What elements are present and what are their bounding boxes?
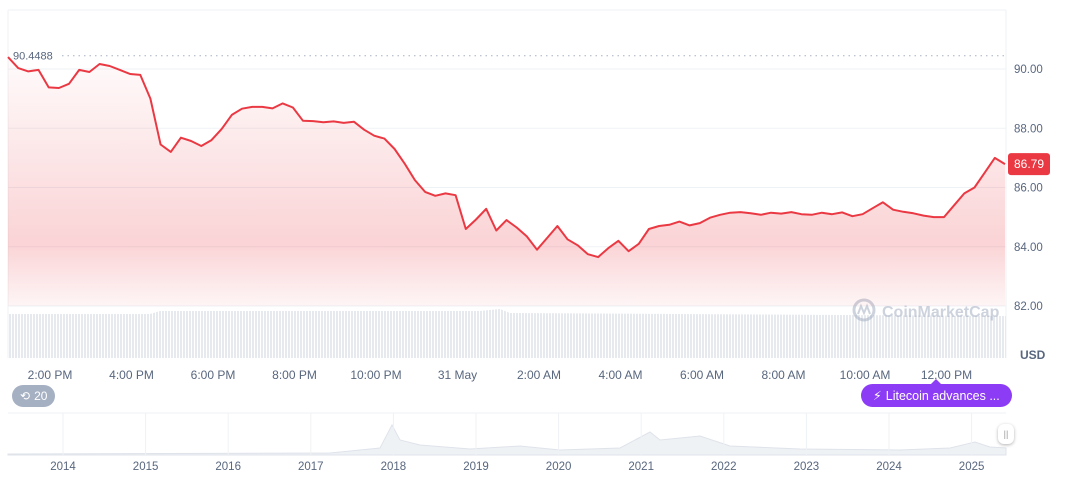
current-price-label: 86.79: [1014, 157, 1044, 171]
price-line: [7, 56, 1006, 259]
y-tick-label: 90.00: [1014, 64, 1043, 76]
navigator-handle[interactable]: ||: [998, 424, 1014, 444]
x-tick-label: 6:00 AM: [680, 368, 724, 382]
y-unit-label: USD: [1020, 348, 1046, 362]
navigator-year-label: 2016: [215, 461, 241, 473]
y-tick-label: 86.00: [1014, 183, 1043, 195]
x-tick-label: 8:00 PM: [272, 368, 317, 382]
navigator[interactable]: 2014 2015 2016 2017 2018 2019 2020 2021 2022 2023…: [7, 412, 1007, 473]
navigator-area: [7, 423, 1007, 456]
x-tick-label: 2:00 PM: [28, 368, 73, 382]
navigator-year-label: 2020: [546, 461, 572, 473]
history-icon: ⟲: [20, 389, 31, 403]
lightning-icon: ⚡︎: [873, 389, 882, 403]
navigator-year-label: 2019: [463, 461, 489, 473]
news-pill-label: Litecoin advances ...: [885, 388, 1000, 403]
x-tick-label: 10:00 AM: [840, 368, 891, 382]
current-price-tag: 86.79: [1008, 153, 1050, 176]
history-button[interactable]: ⟲ 20: [12, 385, 56, 407]
navigator-year-label: 2021: [628, 461, 654, 473]
x-tick-label: 31 May: [438, 368, 477, 382]
navigator-year-label: 2018: [381, 461, 407, 473]
navigator-year-label: 2014: [50, 461, 76, 473]
x-tick-label: 8:00 AM: [761, 368, 805, 382]
volume-bars: [8, 309, 1006, 358]
coinmarketcap-watermark: CoinMarketCap: [852, 298, 1000, 322]
navigator-year-label: 2023: [794, 461, 820, 473]
news-pill[interactable]: ⚡︎ Litecoin advances ...: [861, 379, 1012, 407]
x-tick-label: 4:00 PM: [109, 368, 154, 382]
navigator-year-label: 2024: [876, 461, 902, 473]
x-tick-label: 4:00 AM: [598, 368, 642, 382]
navigator-year-label: 2017: [298, 461, 324, 473]
watermark-text: CoinMarketCap: [882, 304, 1000, 321]
history-count: 20: [34, 389, 48, 403]
navigator-year-label: 2022: [711, 461, 737, 473]
navigator-year-label: 2025: [959, 461, 985, 473]
y-tick-label: 84.00: [1014, 242, 1043, 254]
x-tick-label: 10:00 PM: [350, 368, 401, 382]
price-area: [8, 57, 1005, 306]
high-marker-label: 90.4488: [13, 51, 53, 63]
x-tick-label: 12:00 PM: [921, 368, 972, 382]
y-tick-label: 88.00: [1014, 123, 1043, 135]
x-tick-label: 6:00 PM: [191, 368, 236, 382]
y-tick-label: 82.00: [1014, 301, 1043, 313]
navigator-year-label: 2015: [133, 461, 159, 473]
x-tick-label: 2:00 AM: [517, 368, 561, 382]
